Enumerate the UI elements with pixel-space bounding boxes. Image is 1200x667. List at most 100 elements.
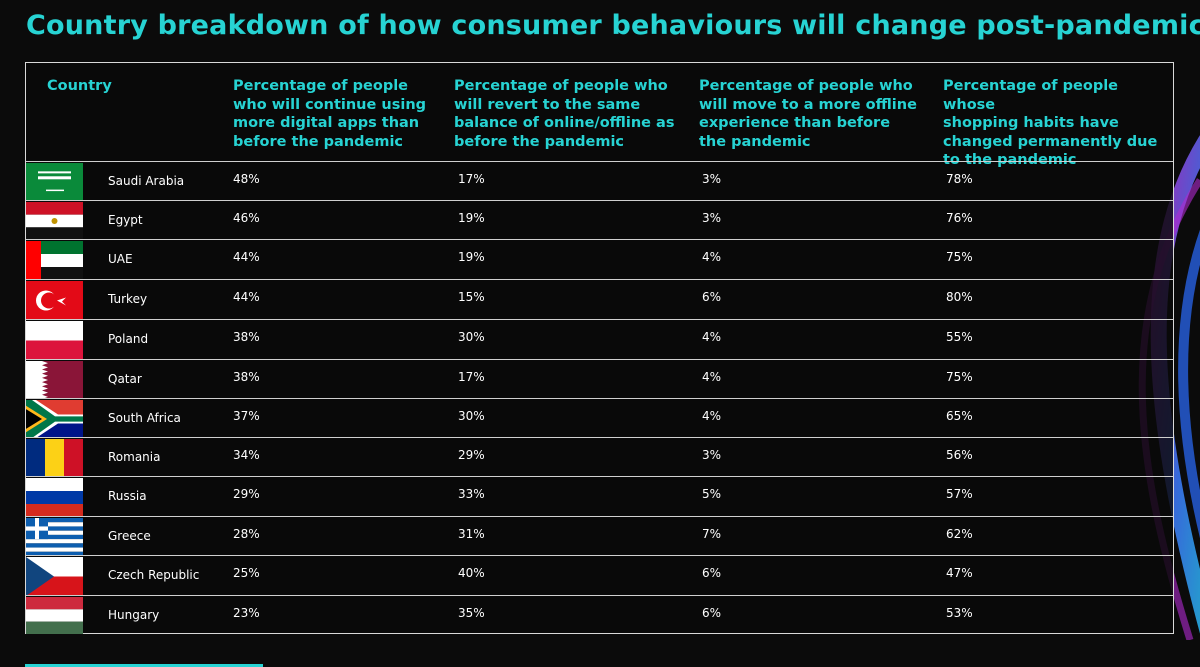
more-offline-value: 6%	[702, 290, 722, 304]
habits-changed-value: 57%	[946, 487, 973, 501]
more-offline-value: 4%	[702, 250, 722, 264]
table-row: UAE 44% 19% 4% 75%	[26, 239, 1173, 280]
habits-changed-value: 62%	[946, 527, 973, 541]
habits-changed-value: 56%	[946, 448, 973, 462]
header-line: experience than before	[699, 115, 891, 131]
table-row: South Africa 37% 30% 4% 65%	[26, 398, 1173, 438]
table-row: Czech Republic 25% 40% 6% 47%	[26, 555, 1173, 596]
table-row: Hungary 23% 35% 6% 53%	[26, 595, 1173, 634]
country-name: Qatar	[108, 372, 142, 386]
country-name: UAE	[108, 252, 133, 266]
revert-balance-value: 30%	[458, 330, 485, 344]
revert-balance-value: 19%	[458, 250, 485, 264]
digital-apps-value: 46%	[233, 211, 260, 225]
more-offline-value: 3%	[702, 172, 722, 186]
header-country: Country	[47, 77, 112, 96]
digital-apps-value: 28%	[233, 527, 260, 541]
header-line: Percentage of people	[233, 78, 409, 94]
habits-changed-value: 75%	[946, 370, 973, 384]
habits-changed-value: 75%	[946, 250, 973, 264]
country-name: Turkey	[108, 292, 148, 306]
revert-balance-value: 17%	[458, 370, 485, 384]
revert-balance-value: 30%	[458, 409, 485, 423]
digital-apps-value: 38%	[233, 370, 260, 384]
revert-balance-value: 40%	[458, 566, 485, 580]
country-name: Russia	[108, 489, 147, 503]
header-line: Percentage of people who	[454, 78, 668, 94]
header-line: changed permanently due	[943, 133, 1158, 150]
more-offline-value: 3%	[702, 448, 722, 462]
revert-balance-value: 35%	[458, 606, 485, 620]
header-line: Percentage of people whose	[943, 78, 1119, 113]
more-offline-value: 4%	[702, 370, 722, 384]
digital-apps-value: 23%	[233, 606, 260, 620]
more-offline-value: 7%	[702, 527, 722, 541]
table-row: Egypt 46% 19% 3% 76%	[26, 200, 1173, 240]
country-name: Saudi Arabia	[108, 174, 185, 188]
revert-balance-value: 33%	[458, 487, 485, 501]
header-line: Percentage of people who	[699, 78, 913, 94]
more-offline-value: 3%	[702, 211, 722, 225]
flag-russia-icon	[26, 478, 83, 517]
digital-apps-value: 34%	[233, 448, 260, 462]
header-line: Country	[47, 78, 112, 94]
flag-greece-icon	[26, 518, 83, 556]
table-row: Greece 28% 31% 7% 62%	[26, 516, 1173, 556]
header-line: before the pandemic	[454, 133, 625, 150]
more-offline-value: 6%	[702, 606, 722, 620]
header-line: will move to a more offline	[699, 96, 917, 113]
revert-balance-value: 15%	[458, 290, 485, 304]
flag-poland-icon	[26, 321, 83, 360]
digital-apps-value: 44%	[233, 250, 260, 264]
country-name: South Africa	[108, 411, 181, 425]
country-name: Hungary	[108, 608, 160, 622]
more-offline-value: 5%	[702, 487, 722, 501]
habits-changed-value: 76%	[946, 211, 973, 225]
flag-qatar-icon	[26, 361, 83, 399]
more-offline-value: 6%	[702, 566, 722, 580]
header-offline: Percentage of people who will move to a …	[699, 77, 917, 151]
country-name: Czech Republic	[108, 568, 200, 582]
digital-apps-value: 29%	[233, 487, 260, 501]
habits-changed-value: 80%	[946, 290, 973, 304]
flag-south-africa-icon	[26, 400, 83, 438]
flag-turkey-icon	[26, 281, 83, 320]
table-row: Russia 29% 33% 5% 57%	[26, 476, 1173, 517]
header-line: will revert to the same	[454, 96, 641, 113]
header-line: who will continue using	[233, 96, 427, 113]
revert-balance-value: 31%	[458, 527, 485, 541]
country-name: Romania	[108, 450, 161, 464]
revert-balance-value: 19%	[458, 211, 485, 225]
table-row: Saudi Arabia 48% 17% 3% 78%	[26, 161, 1173, 201]
country-name: Poland	[108, 332, 149, 346]
digital-apps-value: 37%	[233, 409, 260, 423]
header-changed: Percentage of people whose shopping habi…	[943, 77, 1173, 170]
habits-changed-value: 65%	[946, 409, 973, 423]
digital-apps-value: 48%	[233, 172, 260, 186]
header-line: balance of online/offline as	[454, 115, 675, 131]
table-row: Poland 38% 30% 4% 55%	[26, 319, 1173, 360]
header-revert: Percentage of people who will revert to …	[454, 77, 674, 151]
country-name: Egypt	[108, 213, 143, 227]
digital-apps-value: 44%	[233, 290, 260, 304]
header-line: before the pandemic	[233, 133, 404, 150]
more-offline-value: 4%	[702, 409, 722, 423]
header-line: shopping habits have	[943, 115, 1119, 131]
more-offline-value: 4%	[702, 330, 722, 344]
page-title: Country breakdown of how consumer behavi…	[26, 10, 1200, 41]
flag-uae-icon	[26, 241, 83, 280]
header-line: more digital apps than	[233, 115, 420, 131]
header-digital: Percentage of people who will continue u…	[233, 77, 426, 151]
flag-hungary-icon	[26, 597, 83, 634]
country-name: Greece	[108, 529, 151, 543]
habits-changed-value: 53%	[946, 606, 973, 620]
header-line: the pandemic	[699, 133, 811, 150]
flag-czech-republic-icon	[26, 557, 83, 596]
flag-saudi-arabia-icon	[26, 163, 83, 201]
table-row: Qatar 38% 17% 4% 75%	[26, 359, 1173, 399]
digital-apps-value: 38%	[233, 330, 260, 344]
habits-changed-value: 47%	[946, 566, 973, 580]
digital-apps-value: 25%	[233, 566, 260, 580]
table-row: Romania 34% 29% 3% 56%	[26, 437, 1173, 477]
data-table: Country Percentage of people who will co…	[25, 62, 1174, 634]
